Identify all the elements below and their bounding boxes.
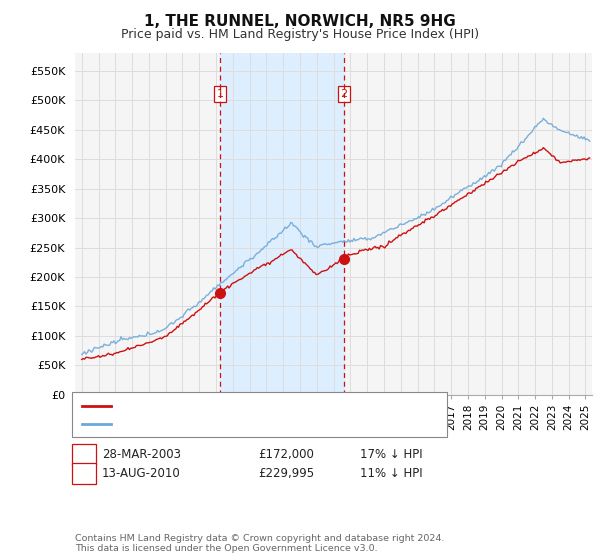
Text: 1: 1 <box>217 89 223 99</box>
Text: 28-MAR-2003: 28-MAR-2003 <box>102 448 181 461</box>
Text: 13-AUG-2010: 13-AUG-2010 <box>102 466 181 480</box>
Text: HPI: Average price, detached house, Norwich: HPI: Average price, detached house, Norw… <box>117 419 368 429</box>
Text: 11% ↓ HPI: 11% ↓ HPI <box>360 466 422 480</box>
Text: 1, THE RUNNEL, NORWICH, NR5 9HG: 1, THE RUNNEL, NORWICH, NR5 9HG <box>144 14 456 29</box>
Text: 1: 1 <box>80 448 88 461</box>
Text: 2: 2 <box>340 89 347 99</box>
Text: Price paid vs. HM Land Registry's House Price Index (HPI): Price paid vs. HM Land Registry's House … <box>121 28 479 41</box>
Text: Contains HM Land Registry data © Crown copyright and database right 2024.
This d: Contains HM Land Registry data © Crown c… <box>75 534 445 553</box>
Text: £229,995: £229,995 <box>258 466 314 480</box>
Bar <box>220 53 344 395</box>
Text: 1, THE RUNNEL, NORWICH, NR5 9HG (detached house): 1, THE RUNNEL, NORWICH, NR5 9HG (detache… <box>117 401 424 411</box>
Text: 2: 2 <box>80 466 88 480</box>
Text: £172,000: £172,000 <box>258 448 314 461</box>
Text: 17% ↓ HPI: 17% ↓ HPI <box>360 448 422 461</box>
